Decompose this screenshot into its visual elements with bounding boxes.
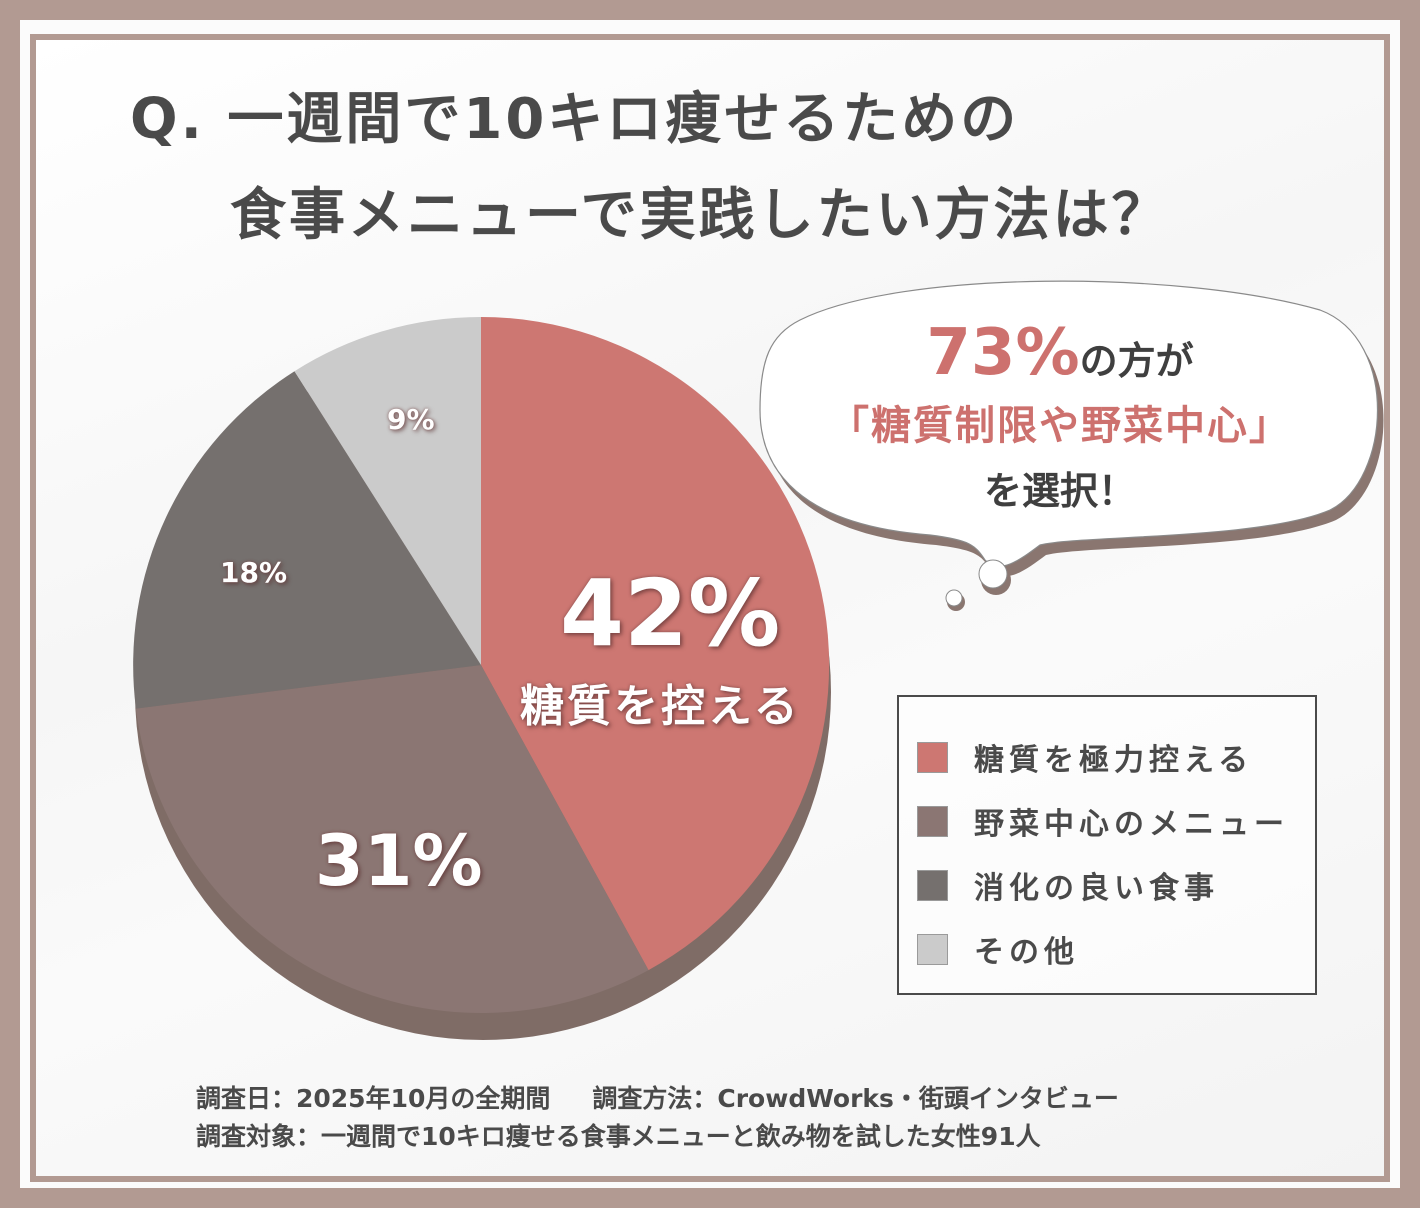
legend-swatch bbox=[917, 805, 948, 837]
survey-target: 調査対象：一週間で10キロ痩せる食事メニューと飲み物を試した女性91人 bbox=[196, 1122, 1041, 1151]
legend-item-sugar: 糖質を極力控える bbox=[917, 735, 1253, 779]
bubble-dot-large bbox=[978, 559, 1008, 589]
slice-label-9: 9% bbox=[387, 403, 435, 436]
legend-item-other: その他 bbox=[917, 927, 1079, 971]
legend-item-digestible: 消化の良い食事 bbox=[917, 863, 1219, 907]
survey-date: 調査日：2025年10月の全期間 bbox=[196, 1084, 551, 1113]
slice-label-42: 42% bbox=[560, 560, 781, 667]
survey-method: 調査方法：CrowdWorks・街頭インタビュー bbox=[592, 1084, 1119, 1113]
callout-suffix: の方が bbox=[1079, 339, 1194, 383]
title-line-1: Q. 一週間で10キロ痩せるための bbox=[130, 87, 1020, 152]
survey-footer: 調査日：2025年10月の全期間 調査方法：CrowdWorks・街頭インタビュー… bbox=[196, 1080, 1119, 1156]
callout-tail: を選択！ bbox=[983, 469, 1136, 513]
pie-slice-sugar[interactable] bbox=[481, 317, 830, 971]
slice-label-18: 18% bbox=[220, 556, 288, 589]
legend-swatch bbox=[917, 869, 948, 901]
legend-label: 消化の良い食事 bbox=[974, 871, 1219, 906]
slice-label-31: 31% bbox=[315, 820, 483, 902]
title-line-2: 食事メニューで実践したい方法は？ bbox=[230, 183, 1171, 248]
speech-bubble bbox=[759, 280, 1379, 567]
callout-highlight: 「糖質制限や野菜中心」 bbox=[829, 403, 1291, 449]
legend-swatch bbox=[917, 741, 948, 773]
legend-label: 野菜中心のメニュー bbox=[974, 807, 1289, 842]
legend-label: その他 bbox=[974, 935, 1079, 970]
bubble-dot-small bbox=[945, 589, 963, 607]
legend-swatch bbox=[917, 933, 948, 965]
page-title: Q. 一週間で10キロ痩せるための 食事メニューで実践したい方法は？ bbox=[130, 72, 1171, 264]
pie-slice-vegetable[interactable] bbox=[135, 665, 649, 1013]
callout: 73%の方が 「糖質制限や野菜中心」 を選択！ bbox=[760, 318, 1360, 526]
legend-item-vegetable: 野菜中心のメニュー bbox=[917, 799, 1289, 843]
slice-caption-42: 糖質を控える bbox=[520, 681, 801, 732]
legend: 糖質を極力控える 野菜中心のメニュー 消化の良い食事 その他 bbox=[897, 695, 1317, 995]
pie-slice-digestible[interactable] bbox=[133, 371, 482, 709]
callout-percent: 73% bbox=[926, 316, 1080, 390]
pie-slice-other[interactable] bbox=[294, 317, 482, 665]
legend-label: 糖質を極力控える bbox=[974, 743, 1254, 778]
